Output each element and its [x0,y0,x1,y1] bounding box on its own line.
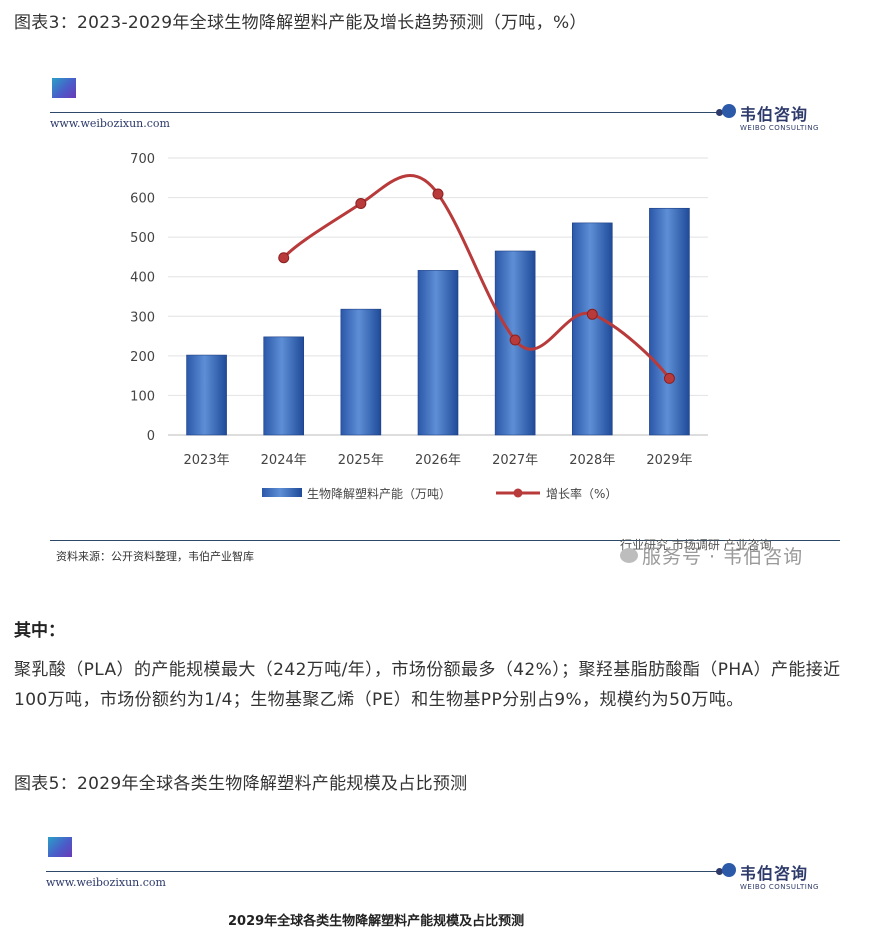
growth-rate-point [432,188,444,200]
body-paragraph: 聚乳酸（PLA）的产能规模最大（242万吨/年），市场份额最多（42%）；聚羟基… [14,660,841,710]
bar [417,270,459,436]
y-tick-label: 500 [130,231,155,246]
bar [649,207,690,436]
bar [571,222,613,436]
chart1-caption: 图表3：2023-2029年全球生物降解塑料产能及增长趋势预测（万吨，%） [14,13,587,33]
x-tick-label: 2026年 [415,453,461,468]
brand-name-en: WEIBO CONSULTING [740,124,819,132]
section-heading: 其中： [14,621,65,641]
brand-logo-square-icon [48,837,72,857]
x-tick-label: 2027年 [492,453,538,468]
x-tick-label: 2025年 [338,453,384,468]
x-tick-label: 2028年 [569,453,615,468]
y-tick-label: 300 [130,310,155,325]
watermark-text: 服务号 · 韦伯咨询 [642,546,804,568]
x-tick-label: 2024年 [261,453,307,468]
y-tick-label: 400 [130,271,155,286]
website-url: www.weibozixun.com [46,876,166,889]
capacity-growth-chart: 2023年 2024年 2025年 2026年 2027年 2028年 2029年 0 100… [130,152,708,501]
bar [186,354,227,436]
legend-bar-label: 生物降解塑料产能（万吨） [307,486,451,501]
divider-dot [716,109,723,116]
legend-line-marker [513,488,523,498]
source-note: 资料来源：公开资料整理，韦伯产业智库 [56,550,254,563]
chart2-title: 2029年全球各类生物降解塑料产能规模及占比预测 [228,914,525,929]
legend-bar-swatch [262,488,302,497]
wechat-icon [620,548,638,563]
growth-rate-point [586,308,598,320]
footer-divider [50,540,840,541]
chart2-caption: 图表5：2029年全球各类生物降解塑料产能规模及占比预测 [14,774,468,794]
bar [263,336,305,436]
y-tick-label: 200 [130,350,155,365]
brand-logo-square-icon [52,78,76,98]
weibo-logo-icon [722,863,736,877]
x-tick-label: 2023年 [184,453,230,468]
x-tick-label: 2029年 [646,453,692,468]
divider-dot [716,868,723,875]
y-tick-label: 0 [147,429,155,444]
weibo-logo-icon [722,104,736,118]
y-tick-label: 700 [130,152,155,167]
brand-name-en: WEIBO CONSULTING [740,883,819,891]
header-divider [50,112,720,113]
brand-name: 韦伯咨询 [740,864,809,883]
y-tick-label: 600 [130,192,155,207]
growth-rate-point [509,334,521,346]
legend-line-label: 增长率（%） [546,486,617,501]
growth-rate-point [278,252,290,264]
y-tick-label: 100 [130,389,155,404]
header-divider [46,871,720,872]
growth-rate-point [355,198,367,210]
website-url: www.weibozixun.com [50,117,170,130]
watermark-tagline: 行业研究 市场调研 产业咨询 [620,538,772,552]
growth-rate-point [663,372,675,384]
bar [340,308,382,436]
brand-name: 韦伯咨询 [740,105,809,124]
